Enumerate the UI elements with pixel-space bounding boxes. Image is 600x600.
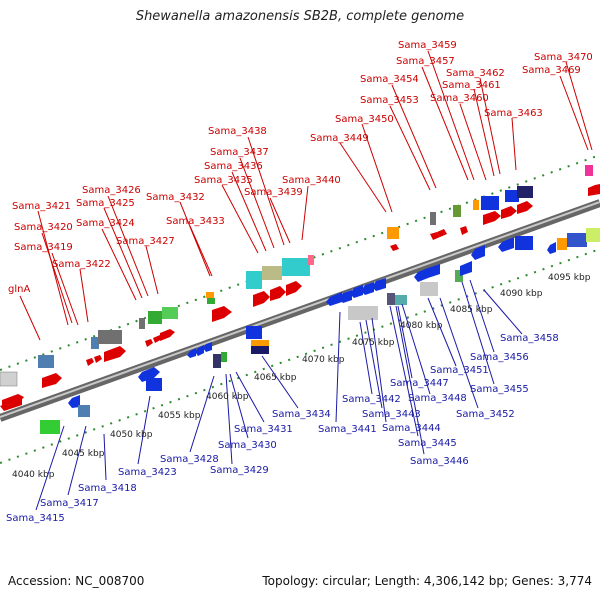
gene-label[interactable]: Sama_3422 — [52, 259, 111, 270]
gene-label[interactable]: Sama_3448 — [408, 393, 467, 404]
scale-label: 4080 kbp — [400, 321, 443, 331]
scale-label: 4090 kbp — [500, 289, 543, 299]
scale-label: 4055 kbp — [158, 411, 201, 421]
scale-label: 4065 kbp — [254, 373, 297, 383]
gene-label[interactable]: Sama_3453 — [360, 95, 419, 106]
gene-label[interactable]: Sama_3439 — [244, 187, 303, 198]
gene-label[interactable]: glnA — [8, 284, 30, 295]
gene-label[interactable]: Sama_3443 — [362, 409, 421, 420]
gene-label[interactable]: Sama_3469 — [522, 65, 581, 76]
scale-label: 4050 kbp — [110, 430, 153, 440]
gene-label[interactable]: Sama_3423 — [118, 467, 177, 478]
gene-label[interactable]: Sama_3456 — [470, 352, 529, 363]
scale-label: 4095 kbp — [548, 273, 591, 283]
gene-label[interactable]: Sama_3438 — [208, 126, 267, 137]
gene-label[interactable]: Sama_3446 — [410, 456, 469, 467]
gene-label[interactable]: Sama_3427 — [116, 236, 175, 247]
gene-block[interactable] — [0, 228, 600, 434]
gene-label[interactable]: Sama_3455 — [470, 384, 529, 395]
gene-label[interactable]: Sama_3417 — [40, 498, 99, 509]
scale-label: 4045 kbp — [62, 449, 105, 459]
gene-label[interactable]: Sama_3418 — [78, 483, 137, 494]
reverse-gene-labels — [35, 279, 523, 511]
gene-label[interactable]: Sama_3452 — [456, 409, 515, 420]
gene-label[interactable]: Sama_3470 — [534, 52, 593, 63]
gene-label[interactable]: Sama_3442 — [342, 394, 401, 405]
forward-genes — [0, 165, 600, 408]
genome-backbone — [0, 199, 600, 422]
gene-label[interactable]: Sama_3450 — [335, 114, 394, 125]
gene-label[interactable]: Sama_3424 — [76, 218, 135, 229]
gene-label[interactable]: Sama_3454 — [360, 74, 419, 85]
gene-label[interactable]: Sama_3444 — [382, 423, 441, 434]
gene-label[interactable]: Sama_3420 — [14, 222, 73, 233]
forward-gene-labels — [19, 50, 593, 341]
gene-label[interactable]: Sama_3437 — [210, 147, 269, 158]
map-title: Shewanella amazonensis SB2B, complete ge… — [135, 9, 465, 24]
gene-label[interactable]: Sama_3436 — [204, 161, 263, 172]
accession-text: Accession: NC_008700 — [8, 574, 145, 588]
scale-label: 4085 kbp — [450, 305, 493, 315]
gene-label[interactable]: Sama_3460 — [430, 93, 489, 104]
gene-label[interactable]: Sama_3426 — [82, 185, 141, 196]
forward-guide-line — [0, 154, 600, 371]
gene-label[interactable]: Sama_3462 — [446, 68, 505, 79]
gene-label[interactable]: Sama_3449 — [310, 133, 369, 144]
gene-label[interactable]: Sama_3415 — [6, 513, 65, 524]
reverse-gene-label-texts: Sama_3415 Sama_3417 Sama_3418 Sama_3423 … — [6, 333, 559, 524]
gene-label[interactable]: Sama_3440 — [282, 175, 341, 186]
gene-label[interactable]: Sama_3461 — [442, 80, 501, 91]
forward-gene-label-texts: glnA Sama_3419 Sama_3420 Sama_3421 Sama_… — [8, 40, 593, 295]
scale-label: 4075 kbp — [352, 338, 395, 348]
gene-label[interactable]: Sama_3435 — [194, 175, 253, 186]
gene-label[interactable]: Sama_3429 — [210, 465, 269, 476]
gene-label[interactable]: Sama_3441 — [318, 424, 377, 435]
gene-label[interactable]: Sama_3457 — [396, 56, 455, 67]
reverse-genes — [0, 228, 600, 434]
gene-label[interactable]: Sama_3421 — [12, 201, 71, 212]
gene-label[interactable]: Sama_3425 — [76, 198, 135, 209]
gene-label[interactable]: Sama_3430 — [218, 440, 277, 451]
gene-label[interactable]: Sama_3431 — [234, 424, 293, 435]
gene-label[interactable]: Sama_3434 — [272, 409, 331, 420]
scale-label: 4040 kbp — [12, 470, 55, 480]
gene-label[interactable]: Sama_3432 — [146, 192, 205, 203]
topology-text: Topology: circular; Length: 4,306,142 bp… — [262, 574, 592, 588]
gene-label[interactable]: Sama_3458 — [500, 333, 559, 344]
gene-label[interactable]: Sama_3428 — [160, 454, 219, 465]
scale-labels: 4040 kbp 4045 kbp 4050 kbp 4055 kbp 4060… — [12, 273, 591, 480]
gene-label[interactable]: Sama_3463 — [484, 108, 543, 119]
gene-label[interactable]: Sama_3459 — [398, 40, 457, 51]
gene-label[interactable]: Sama_3419 — [14, 242, 73, 253]
gene-label[interactable]: Sama_3445 — [398, 438, 457, 449]
gene-label[interactable]: Sama_3451 — [430, 365, 489, 376]
gene-label[interactable]: Sama_3433 — [166, 216, 225, 227]
gene-label[interactable]: Sama_3447 — [390, 378, 449, 389]
gene-block[interactable] — [0, 165, 600, 408]
scale-label: 4070 kbp — [302, 355, 345, 365]
